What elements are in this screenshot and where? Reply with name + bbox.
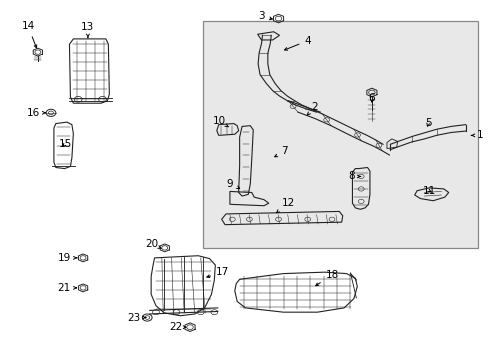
Text: 18: 18 (315, 270, 338, 286)
Text: 22: 22 (168, 322, 185, 332)
Text: 20: 20 (145, 239, 161, 249)
Text: 16: 16 (26, 108, 45, 118)
Text: 19: 19 (58, 253, 77, 263)
Text: 6: 6 (368, 93, 374, 103)
Text: 11: 11 (422, 186, 435, 196)
Text: 17: 17 (206, 267, 229, 278)
Text: 8: 8 (347, 171, 360, 181)
Text: 9: 9 (226, 179, 239, 189)
Text: 1: 1 (470, 130, 483, 140)
Text: 3: 3 (258, 12, 272, 21)
Text: 4: 4 (284, 36, 310, 50)
Text: 21: 21 (57, 283, 76, 293)
Text: 12: 12 (276, 198, 294, 213)
Text: 15: 15 (59, 139, 72, 149)
Text: 5: 5 (424, 118, 431, 128)
Text: 10: 10 (212, 116, 228, 127)
Text: 2: 2 (306, 102, 318, 116)
Bar (203, 21, 477, 248)
Text: 7: 7 (274, 147, 287, 157)
Text: 14: 14 (21, 21, 37, 48)
Text: 13: 13 (81, 22, 94, 38)
Text: 23: 23 (127, 312, 145, 323)
